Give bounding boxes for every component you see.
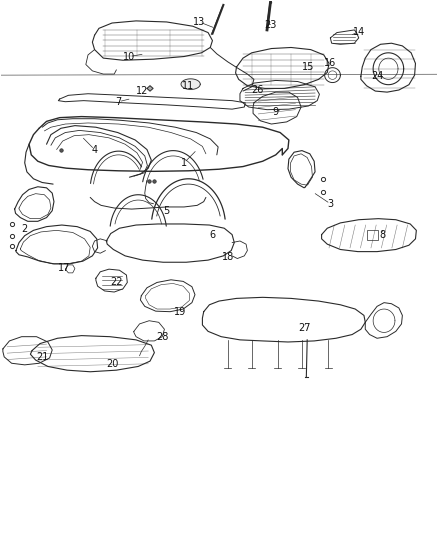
Text: 14: 14 bbox=[353, 27, 365, 37]
Text: 7: 7 bbox=[116, 96, 122, 107]
Text: 19: 19 bbox=[173, 306, 186, 317]
Text: 2: 2 bbox=[21, 224, 28, 235]
Text: 18: 18 bbox=[222, 252, 234, 262]
Text: 23: 23 bbox=[264, 20, 277, 30]
Text: 10: 10 bbox=[124, 52, 136, 61]
Polygon shape bbox=[181, 79, 200, 90]
Text: 13: 13 bbox=[193, 17, 205, 27]
Text: 16: 16 bbox=[324, 59, 336, 68]
Text: 26: 26 bbox=[251, 85, 264, 95]
Bar bbox=[367, 230, 378, 240]
Text: 28: 28 bbox=[156, 332, 169, 342]
Text: 22: 22 bbox=[110, 278, 123, 287]
Text: 4: 4 bbox=[92, 144, 98, 155]
Text: 12: 12 bbox=[136, 86, 149, 96]
Text: 21: 21 bbox=[36, 352, 48, 362]
Text: 8: 8 bbox=[380, 230, 386, 240]
Text: 17: 17 bbox=[58, 263, 70, 272]
Text: 6: 6 bbox=[209, 230, 215, 240]
Text: 3: 3 bbox=[327, 199, 333, 209]
Text: 9: 9 bbox=[273, 107, 279, 117]
Polygon shape bbox=[147, 86, 153, 91]
Text: 5: 5 bbox=[163, 206, 170, 216]
Text: 20: 20 bbox=[106, 359, 118, 369]
Text: 1: 1 bbox=[181, 158, 187, 168]
Text: 24: 24 bbox=[371, 71, 383, 81]
Text: 27: 27 bbox=[298, 322, 311, 333]
Text: 11: 11 bbox=[182, 81, 194, 91]
Text: 15: 15 bbox=[302, 62, 314, 72]
